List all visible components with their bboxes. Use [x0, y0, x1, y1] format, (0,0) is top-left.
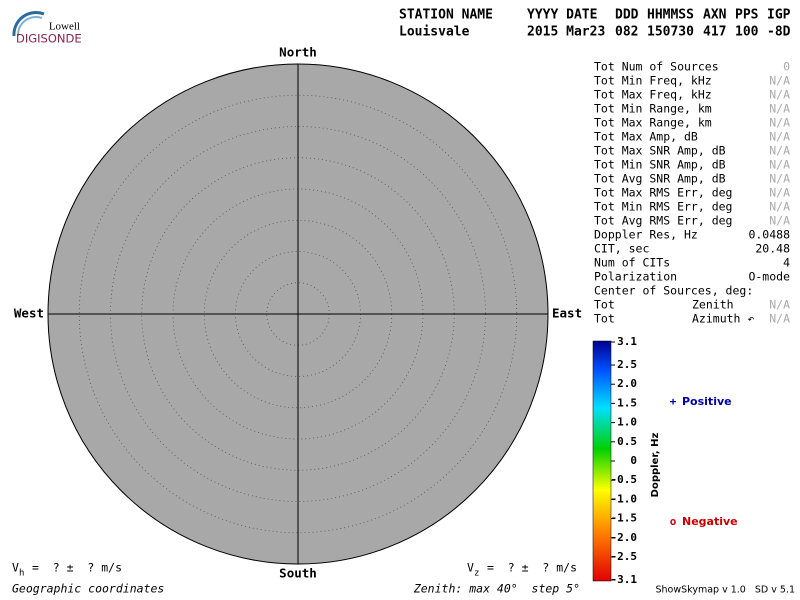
stat-value: N/A: [769, 88, 790, 102]
stat-value: N/A: [769, 186, 790, 200]
header-value: Louisvale: [399, 25, 470, 40]
compass-east: East: [552, 306, 582, 321]
stat-label: Polarization: [594, 270, 677, 284]
stat-label: Tot Num of Sources: [594, 60, 719, 74]
logo-top: Lowell: [49, 21, 80, 33]
header-value: 2015 Mar23: [527, 25, 605, 40]
legend-label: Positive: [682, 395, 732, 408]
stat-value: 0.0488: [748, 228, 790, 242]
header-value: 100: [735, 25, 759, 40]
colorbar-tick-label: 0.5: [617, 435, 637, 448]
compass-north: North: [279, 45, 317, 60]
colorbar-tick-label: 1.0: [617, 416, 637, 429]
stat-value: N/A: [769, 214, 790, 228]
compass-south: South: [279, 566, 317, 581]
stat-label: Tot Avg SNR Amp, dB: [594, 172, 726, 186]
header-value: 082: [615, 25, 638, 40]
logo-bottom: DIGISONDE: [16, 32, 82, 46]
header-label: IGP: [767, 8, 791, 23]
stat-value: N/A: [769, 74, 790, 88]
colorbar-tick-label: -1.0: [611, 492, 638, 505]
colorbar-tick-label: 2.5: [617, 358, 637, 371]
colorbar-tick-label: -3.1: [611, 573, 638, 586]
coordinates-note: Geographic coordinates: [12, 582, 164, 596]
colorbar-tick-label: -1.5: [611, 512, 638, 525]
compass-west: West: [14, 306, 44, 321]
velocity-subscript: z: [474, 569, 479, 579]
stat-label: Tot: [594, 298, 615, 312]
zenith-note: Zenith: max 40° step 5°: [413, 582, 580, 596]
velocity-symbol: V: [467, 561, 474, 575]
header-label: HHMMSS: [647, 8, 694, 23]
stat-value: 4: [783, 256, 790, 270]
colorbar-tick-label: 1.5: [617, 396, 637, 409]
colorbar-tick-label: 0: [630, 454, 637, 467]
stat-label: Tot Max SNR Amp, dB: [594, 144, 726, 158]
stat-value: N/A: [769, 116, 790, 130]
stat-label: Tot Min Freq, kHz: [594, 74, 712, 88]
stat-label: Tot Max Range, km: [594, 116, 712, 130]
velocity-text: = ? ± ? m/s: [487, 561, 577, 575]
stat-sub: Zenith: [692, 298, 734, 312]
stat-value: N/A: [769, 158, 790, 172]
stat-value: N/A: [769, 200, 790, 214]
stat-label: Tot: [594, 312, 615, 326]
colorbar-tick-label: 2.0: [617, 377, 637, 390]
velocity-symbol: V: [12, 561, 19, 575]
colorbar-tick-label: -0.5: [611, 473, 638, 486]
stat-value: N/A: [769, 144, 790, 158]
header-value: -8D: [767, 25, 791, 40]
version-note: ShowSkymap v 1.0 SD v 5.1: [656, 585, 796, 596]
legend-symbol: o: [670, 515, 677, 528]
stat-value: O-mode: [748, 270, 790, 284]
header-label: YYYY DATE: [527, 8, 597, 23]
stat-label: Tot Min Range, km: [594, 102, 712, 116]
velocity-subscript: h: [19, 569, 24, 579]
colorbar: [592, 340, 612, 582]
stat-label: Num of CITs: [594, 256, 670, 270]
header-value: 417: [703, 25, 726, 40]
stat-label: CIT, sec: [594, 242, 649, 256]
header-label: STATION NAME: [399, 8, 493, 23]
header-label: DDD: [615, 8, 639, 23]
header-value: 150730: [647, 25, 694, 40]
stat-value: N/A: [769, 172, 790, 186]
stat-value: N/A: [769, 298, 790, 312]
stat-value: 0: [783, 60, 790, 74]
stat-label: Tot Min RMS Err, deg: [594, 200, 732, 214]
stat-label: Tot Max RMS Err, deg: [594, 186, 732, 200]
stat-label: Tot Max Amp, dB: [594, 130, 698, 144]
stat-value: N/A: [769, 130, 790, 144]
stat-value: 20.48: [755, 242, 790, 256]
header-label: PPS: [735, 8, 759, 23]
logo-swoosh: [12, 10, 45, 37]
colorbar-tick-label: 3.1: [617, 335, 637, 348]
header-label: AXN: [703, 8, 727, 23]
colorbar-tick-label: -2.5: [611, 550, 638, 563]
stat-value: N/A: [769, 102, 790, 116]
stat-sub: Azimuth ↶: [692, 312, 754, 326]
stat-value: N/A: [769, 312, 790, 326]
colorbar-tick-label: -2.0: [611, 531, 638, 544]
logo-swoosh: [16, 15, 43, 37]
stat-label: Tot Avg RMS Err, deg: [594, 214, 732, 228]
stat-label: Doppler Res, Hz: [594, 228, 698, 242]
colorbar-title: Doppler, Hz: [650, 433, 661, 498]
stat-label: Center of Sources, deg:: [594, 284, 753, 298]
legend-label: Negative: [682, 515, 738, 528]
stat-label: Tot Max Freq, kHz: [594, 88, 712, 102]
stat-label: Tot Min SNR Amp, dB: [594, 158, 726, 172]
velocity-text: = ? ± ? m/s: [32, 561, 122, 575]
legend-symbol: +: [670, 395, 677, 408]
